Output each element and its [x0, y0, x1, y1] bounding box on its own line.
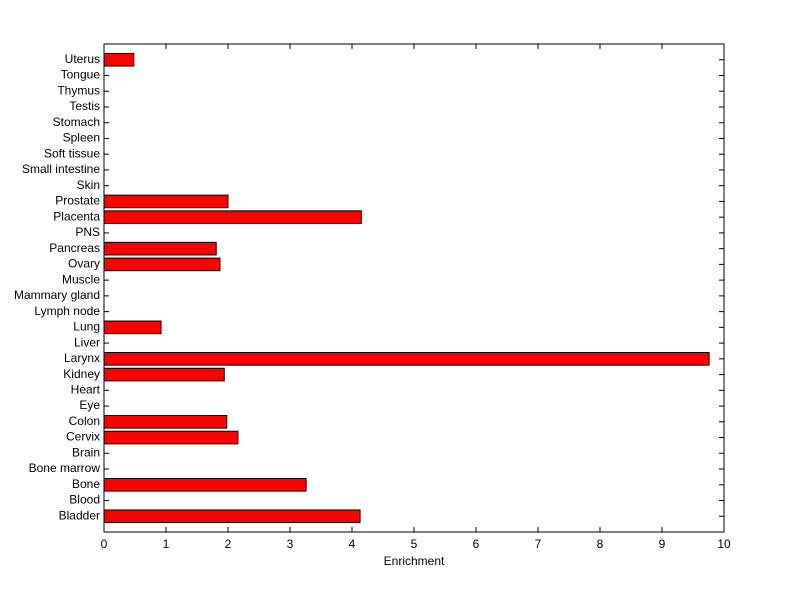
y-tick-label: Pancreas: [49, 241, 100, 255]
bar: [103, 367, 225, 382]
x-tick-label: 10: [717, 537, 731, 551]
bar: [103, 352, 710, 366]
y-tick-label: Heart: [71, 382, 101, 396]
y-tick-label: Spleen: [63, 131, 100, 145]
y-tick-label: Liver: [74, 335, 100, 349]
y-tick-label: Muscle: [62, 272, 100, 286]
x-axis-label: Enrichment: [384, 554, 445, 568]
bar: [103, 430, 239, 445]
y-tick-label: Larynx: [64, 351, 100, 365]
x-tick-label: 5: [411, 537, 418, 551]
x-tick-label: 9: [659, 537, 666, 551]
y-tick-label: Eye: [79, 398, 100, 412]
y-tick-label: Uterus: [65, 52, 100, 66]
y-tick-label: Placenta: [53, 209, 100, 223]
bar: [103, 257, 221, 272]
x-tick-label: 7: [535, 537, 542, 551]
y-tick-label: Stomach: [53, 115, 100, 129]
bar: [103, 477, 307, 492]
y-tick-label: Colon: [69, 414, 100, 428]
x-tick-label: 3: [287, 537, 294, 551]
y-tick-label: Bladder: [59, 508, 100, 522]
x-tick-label: 2: [225, 537, 232, 551]
y-tick-label: PNS: [75, 225, 100, 239]
y-tick-label: Soft tissue: [44, 146, 100, 160]
y-tick-label: Mammary gland: [14, 288, 100, 302]
y-tick-label: Thymus: [57, 83, 100, 97]
y-tick-label: Kidney: [63, 367, 100, 381]
x-tick-label: 1: [163, 537, 170, 551]
x-tick-label: 0: [101, 537, 108, 551]
y-tick-label: Blood: [69, 493, 100, 507]
x-tick-label: 8: [597, 537, 604, 551]
plot-area: [103, 43, 725, 533]
y-tick-label: Small intestine: [22, 162, 100, 176]
y-tick-label: Brain: [72, 445, 100, 459]
bar: [103, 52, 135, 67]
x-tick-label: 6: [473, 537, 480, 551]
bar: [103, 241, 217, 256]
y-tick-label: Ovary: [68, 257, 100, 271]
y-tick-label: Tongue: [61, 68, 101, 82]
bar: [103, 320, 162, 335]
bar: [103, 509, 361, 524]
bar: [103, 415, 228, 429]
bar: [103, 194, 229, 209]
y-tick-label: Bone: [72, 477, 100, 491]
x-tick-label: 4: [349, 537, 356, 551]
y-tick-label: Prostate: [55, 194, 100, 208]
y-tick-label: Lymph node: [34, 304, 100, 318]
y-tick-label: Lung: [73, 320, 100, 334]
y-tick-label: Bone marrow: [29, 461, 101, 475]
y-tick-label: Testis: [69, 99, 100, 113]
y-tick-label: Skin: [77, 178, 100, 192]
y-tick-label: Cervix: [66, 430, 100, 444]
bar: [103, 210, 362, 224]
